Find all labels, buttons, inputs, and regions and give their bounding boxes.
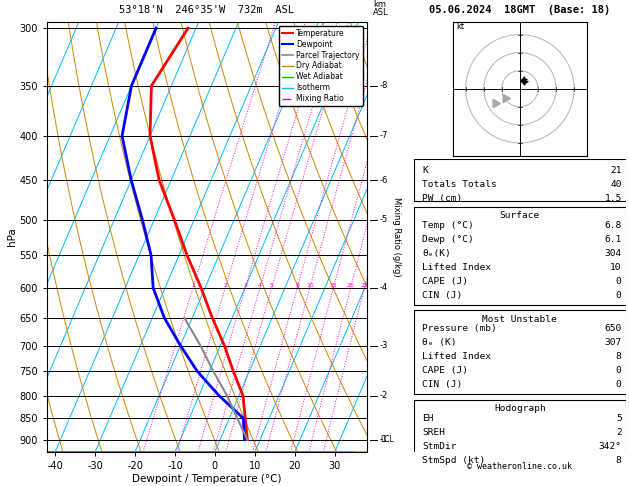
Y-axis label: hPa: hPa xyxy=(7,227,17,246)
Text: CIN (J): CIN (J) xyxy=(422,291,462,300)
Text: Lifted Index: Lifted Index xyxy=(422,352,491,361)
Text: Temp (°C): Temp (°C) xyxy=(422,221,474,230)
Text: 20: 20 xyxy=(347,283,355,288)
Bar xyxy=(414,311,626,394)
Text: 4: 4 xyxy=(258,283,262,288)
Text: 10: 10 xyxy=(610,263,621,272)
Text: CIN (J): CIN (J) xyxy=(422,380,462,389)
Text: -7: -7 xyxy=(380,131,388,140)
Text: 25: 25 xyxy=(360,283,368,288)
Text: StmSpd (kt): StmSpd (kt) xyxy=(422,455,486,465)
Text: Mixing Ratio (g/kg): Mixing Ratio (g/kg) xyxy=(392,197,401,277)
Bar xyxy=(414,400,626,469)
Text: 304: 304 xyxy=(604,249,621,258)
Text: 3: 3 xyxy=(243,283,247,288)
Text: 8: 8 xyxy=(616,455,621,465)
Text: 650: 650 xyxy=(604,324,621,333)
Text: θₑ (K): θₑ (K) xyxy=(422,338,457,347)
Text: 0: 0 xyxy=(616,291,621,300)
Text: -1: -1 xyxy=(380,435,388,444)
Text: 1.5: 1.5 xyxy=(604,194,621,203)
Text: CAPE (J): CAPE (J) xyxy=(422,277,469,286)
Bar xyxy=(414,159,626,201)
Text: CAPE (J): CAPE (J) xyxy=(422,366,469,375)
Text: 6.8: 6.8 xyxy=(604,221,621,230)
Text: 21: 21 xyxy=(610,166,621,175)
Text: © weatheronline.co.uk: © weatheronline.co.uk xyxy=(467,462,572,471)
Text: kt: kt xyxy=(457,22,465,31)
Text: -2: -2 xyxy=(380,391,388,400)
Text: θₑ(K): θₑ(K) xyxy=(422,249,451,258)
Legend: Temperature, Dewpoint, Parcel Trajectory, Dry Adiabat, Wet Adiabat, Isotherm, Mi: Temperature, Dewpoint, Parcel Trajectory… xyxy=(279,26,363,106)
Text: 8: 8 xyxy=(616,352,621,361)
Text: Hodograph: Hodograph xyxy=(494,404,546,413)
Text: 53°18'N  246°35'W  732m  ASL: 53°18'N 246°35'W 732m ASL xyxy=(120,4,294,15)
Bar xyxy=(414,207,626,305)
Text: 05.06.2024  18GMT  (Base: 18): 05.06.2024 18GMT (Base: 18) xyxy=(429,4,611,15)
Text: 0: 0 xyxy=(616,277,621,286)
Text: -5: -5 xyxy=(380,215,388,224)
Text: 40: 40 xyxy=(610,180,621,190)
Text: PW (cm): PW (cm) xyxy=(422,194,462,203)
Text: -3: -3 xyxy=(380,341,388,350)
Text: -8: -8 xyxy=(380,82,388,90)
Text: K: K xyxy=(422,166,428,175)
Text: 5: 5 xyxy=(270,283,274,288)
Text: Pressure (mb): Pressure (mb) xyxy=(422,324,497,333)
Text: 0: 0 xyxy=(616,366,621,375)
Text: 8: 8 xyxy=(295,283,299,288)
X-axis label: Dewpoint / Temperature (°C): Dewpoint / Temperature (°C) xyxy=(132,474,282,484)
Text: 0: 0 xyxy=(616,380,621,389)
Text: 1: 1 xyxy=(191,283,195,288)
Text: -6: -6 xyxy=(380,175,388,185)
Text: Totals Totals: Totals Totals xyxy=(422,180,497,190)
Text: Surface: Surface xyxy=(500,211,540,220)
Text: 2: 2 xyxy=(223,283,227,288)
Text: SREH: SREH xyxy=(422,428,445,437)
Text: 10: 10 xyxy=(306,283,314,288)
Text: 6.1: 6.1 xyxy=(604,235,621,244)
Text: LCL: LCL xyxy=(380,435,394,444)
Text: Most Unstable: Most Unstable xyxy=(482,314,557,324)
Text: km
ASL: km ASL xyxy=(373,0,389,17)
Text: StmDir: StmDir xyxy=(422,442,457,451)
Text: 15: 15 xyxy=(330,283,337,288)
Text: 307: 307 xyxy=(604,338,621,347)
Text: -4: -4 xyxy=(380,283,388,292)
Text: 342°: 342° xyxy=(599,442,621,451)
Text: 2: 2 xyxy=(616,428,621,437)
Text: 5: 5 xyxy=(616,414,621,423)
Text: Dewp (°C): Dewp (°C) xyxy=(422,235,474,244)
Text: EH: EH xyxy=(422,414,434,423)
Text: Lifted Index: Lifted Index xyxy=(422,263,491,272)
